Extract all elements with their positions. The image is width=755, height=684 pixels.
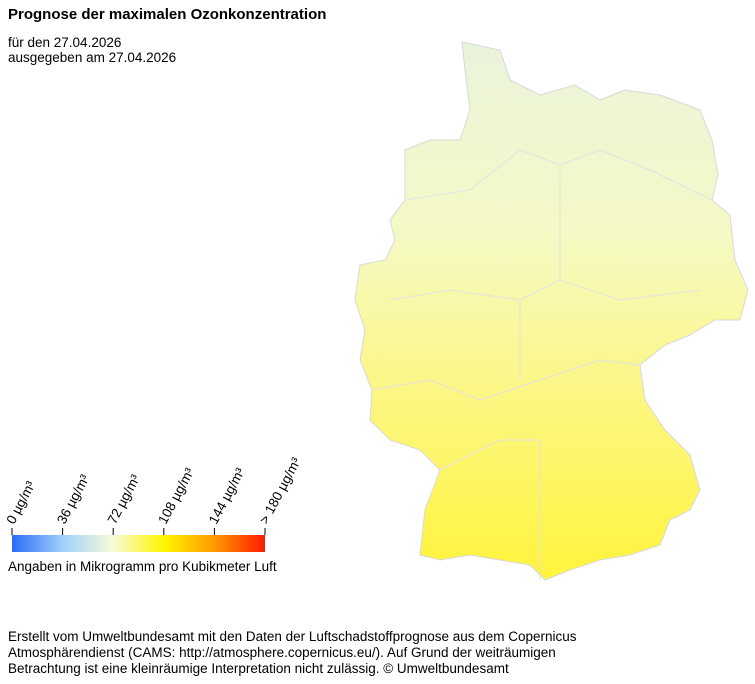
title: Prognose der maximalen Ozonkonzentration — [8, 6, 326, 23]
tick-label: 72 µg/m³ — [105, 472, 144, 527]
germany — [354, 41, 749, 581]
tick-label: 36 µg/m³ — [54, 472, 93, 527]
tick-label: 0 µg/m³ — [3, 478, 38, 526]
footer-line: Erstellt vom Umweltbundesamt mit den Dat… — [8, 629, 577, 644]
footer-line: Betrachtung ist eine kleinräumige Interp… — [8, 661, 509, 676]
footer-line: Atmosphärendienst (CAMS: http://atmosphe… — [8, 645, 556, 660]
subtitle: für den 27.04.2026 — [8, 35, 121, 50]
subtitle: ausgegeben am 27.04.2026 — [8, 50, 176, 65]
tick-label: 144 µg/m³ — [206, 465, 248, 526]
map — [354, 41, 749, 581]
tick-label: 108 µg/m³ — [155, 465, 197, 526]
tick-label: > 180 µg/m³ — [256, 455, 304, 527]
legend: 0 µg/m³ 36 µg/m³ 72 µg/m³ 108 µg/m³ 144 µg/m… — [3, 455, 304, 552]
state-borders — [369, 149, 713, 580]
colorbar — [12, 535, 265, 552]
legend-note: Angaben in Mikrogramm pro Kubikmeter Luf… — [8, 559, 277, 574]
